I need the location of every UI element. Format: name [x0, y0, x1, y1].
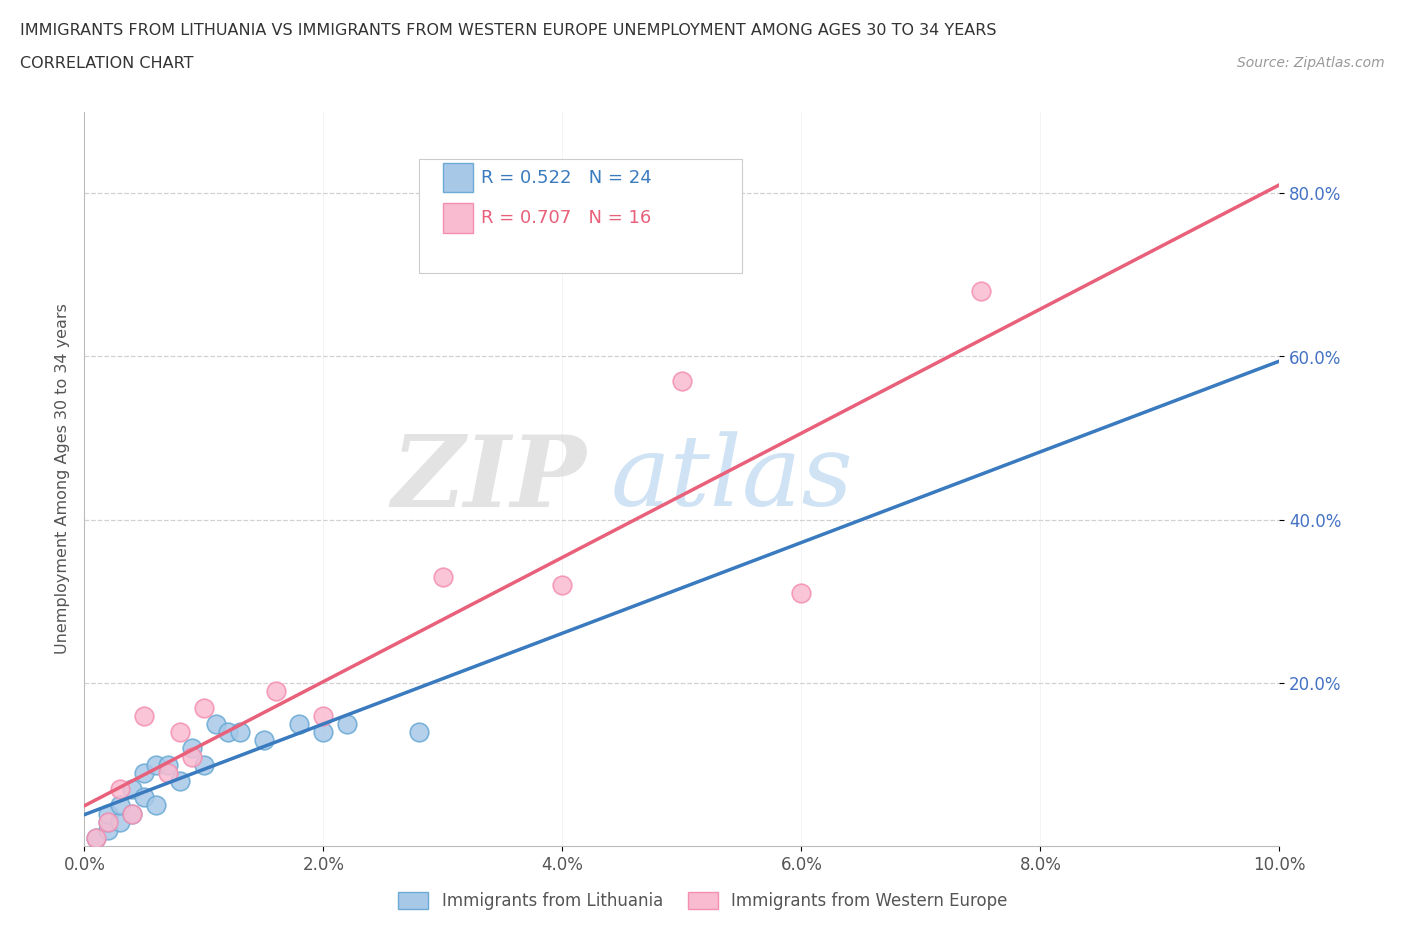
Point	[288, 716, 311, 731]
Point	[193, 757, 215, 772]
Point	[86, 830, 108, 845]
Point	[110, 782, 132, 797]
Point	[408, 724, 430, 739]
Text: CORRELATION CHART: CORRELATION CHART	[20, 56, 193, 71]
Point	[121, 782, 143, 797]
Point	[790, 586, 813, 601]
Legend: Immigrants from Lithuania, Immigrants from Western Europe: Immigrants from Lithuania, Immigrants fr…	[392, 885, 1014, 917]
FancyBboxPatch shape	[443, 204, 472, 232]
Point	[145, 798, 167, 813]
Point	[205, 716, 228, 731]
Text: R = 0.522   N = 24: R = 0.522 N = 24	[481, 168, 652, 187]
Point	[132, 765, 156, 780]
Point	[181, 749, 204, 764]
Text: IMMIGRANTS FROM LITHUANIA VS IMMIGRANTS FROM WESTERN EUROPE UNEMPLOYMENT AMONG A: IMMIGRANTS FROM LITHUANIA VS IMMIGRANTS …	[20, 23, 997, 38]
Text: atlas: atlas	[610, 432, 853, 526]
Point	[132, 790, 156, 804]
Text: Source: ZipAtlas.com: Source: ZipAtlas.com	[1237, 56, 1385, 70]
Point	[253, 733, 276, 748]
Point	[671, 374, 693, 389]
Point	[157, 765, 180, 780]
Point	[97, 815, 120, 830]
FancyBboxPatch shape	[443, 163, 472, 193]
Point	[157, 757, 180, 772]
Point	[169, 724, 191, 739]
Y-axis label: Unemployment Among Ages 30 to 34 years: Unemployment Among Ages 30 to 34 years	[55, 303, 70, 655]
Point	[97, 815, 120, 830]
Point	[145, 757, 167, 772]
FancyBboxPatch shape	[419, 159, 742, 273]
Text: ZIP: ZIP	[391, 431, 586, 527]
Point	[121, 806, 143, 821]
Point	[217, 724, 239, 739]
Point	[193, 700, 215, 715]
Point	[110, 815, 132, 830]
Point	[228, 724, 252, 739]
Point	[121, 806, 143, 821]
Point	[432, 569, 454, 584]
Point	[97, 822, 120, 837]
Point	[264, 684, 287, 698]
Point	[132, 709, 156, 724]
Point	[181, 741, 204, 756]
Point	[97, 806, 120, 821]
Point	[312, 709, 335, 724]
Point	[336, 716, 359, 731]
Point	[312, 724, 335, 739]
Point	[970, 284, 993, 299]
Point	[169, 774, 191, 789]
Point	[551, 578, 574, 592]
Point	[86, 830, 108, 845]
Point	[110, 798, 132, 813]
Text: R = 0.707   N = 16: R = 0.707 N = 16	[481, 209, 651, 227]
